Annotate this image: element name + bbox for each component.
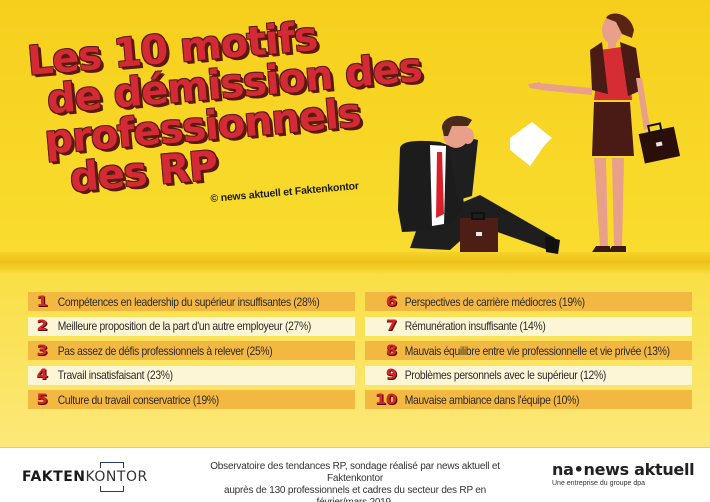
list-item: 8 Mauvais équilibre entre vie profession…: [365, 341, 692, 360]
reason-label: Perspectives de carrière médiocres (19%): [404, 294, 585, 309]
list-item: 10 Mauvaise ambiance dans l'équipe (10%): [365, 390, 692, 409]
rank-number: 5: [36, 391, 48, 408]
rank-number: 3: [36, 342, 48, 359]
rank-number: 8: [385, 342, 397, 359]
footer: FAKTENKONTOR Observatoire des tendances …: [0, 447, 710, 502]
reasons-list-left: 1 Compétences en leadership du supérieur…: [28, 292, 355, 415]
wordmark-light: KONTOR: [85, 469, 148, 485]
source-note: Observatoire des tendances RP, sondage r…: [205, 461, 505, 502]
faktenkontor-wordmark: FAKTENKONTOR: [22, 469, 148, 485]
list-item: 6 Perspectives de carrière médiocres (19…: [365, 292, 692, 311]
rank-number: 7: [385, 318, 397, 334]
reason-label: Problèmes personnels avec le supérieur (…: [404, 368, 607, 382]
reason-label: Mauvais équilibre entre vie professionne…: [404, 343, 670, 358]
reason-label: Travail insatisfaisant (23%): [57, 368, 173, 382]
list-item: 9 Problèmes personnels avec le supérieur…: [365, 365, 692, 385]
faktenkontor-logo: FAKTENKONTOR: [22, 462, 162, 492]
sitting-man-figure: [398, 115, 560, 254]
reason-label: Meilleure proposition de la part d'un au…: [57, 319, 312, 333]
rank-number: 9: [385, 367, 397, 383]
standing-woman-figure: [528, 13, 681, 252]
reasons-list-right: 6 Perspectives de carrière médiocres (19…: [365, 292, 692, 415]
rank-number: 1: [36, 293, 48, 310]
rank-number: 2: [36, 318, 48, 334]
list-item: 4 Travail insatisfaisant (23%): [28, 365, 355, 385]
reason-label: Compétences en leadership du supérieur i…: [57, 294, 320, 309]
rank-number: 4: [36, 367, 48, 383]
list-item: 7 Rémunération insuffisante (14%): [365, 316, 692, 336]
source-line-2: auprès de 130 professionnels et cadres d…: [223, 485, 487, 502]
source-line-1: Observatoire des tendances RP, sondage r…: [210, 461, 500, 484]
rank-number: 10: [375, 391, 397, 408]
logo-bracket-top: [100, 462, 124, 468]
reason-label: Rémunération insuffisante (14%): [404, 319, 546, 333]
reason-label: Mauvaise ambiance dans l'équipe (10%): [404, 392, 580, 407]
news-aktuell-wordmark: na•news aktuell: [552, 460, 695, 479]
paper-icon: [510, 122, 552, 166]
list-item: 5 Culture du travail conservatrice (19%): [28, 390, 355, 409]
news-aktuell-tagline: Une entreprise du groupe dpa: [552, 480, 646, 487]
list-item: 3 Pas assez de défis professionnels à re…: [28, 341, 355, 360]
news-aktuell-logo: na•news aktuell Une entreprise du groupe…: [552, 460, 695, 487]
reason-label: Culture du travail conservatrice (19%): [57, 392, 220, 407]
rank-number: 6: [385, 293, 397, 310]
reason-label: Pas assez de défis professionnels à rele…: [57, 343, 273, 358]
resignation-illustration: [398, 13, 681, 254]
ground-band: [0, 252, 710, 274]
list-item: 2 Meilleure proposition de la part d'un …: [28, 316, 355, 336]
headline: Les 10 motifs de démission des professio…: [26, 8, 430, 202]
wordmark-bold: FAKTEN: [22, 469, 86, 485]
logo-bracket-bottom: [100, 486, 124, 492]
list-item: 1 Compétences en leadership du supérieur…: [28, 292, 355, 311]
